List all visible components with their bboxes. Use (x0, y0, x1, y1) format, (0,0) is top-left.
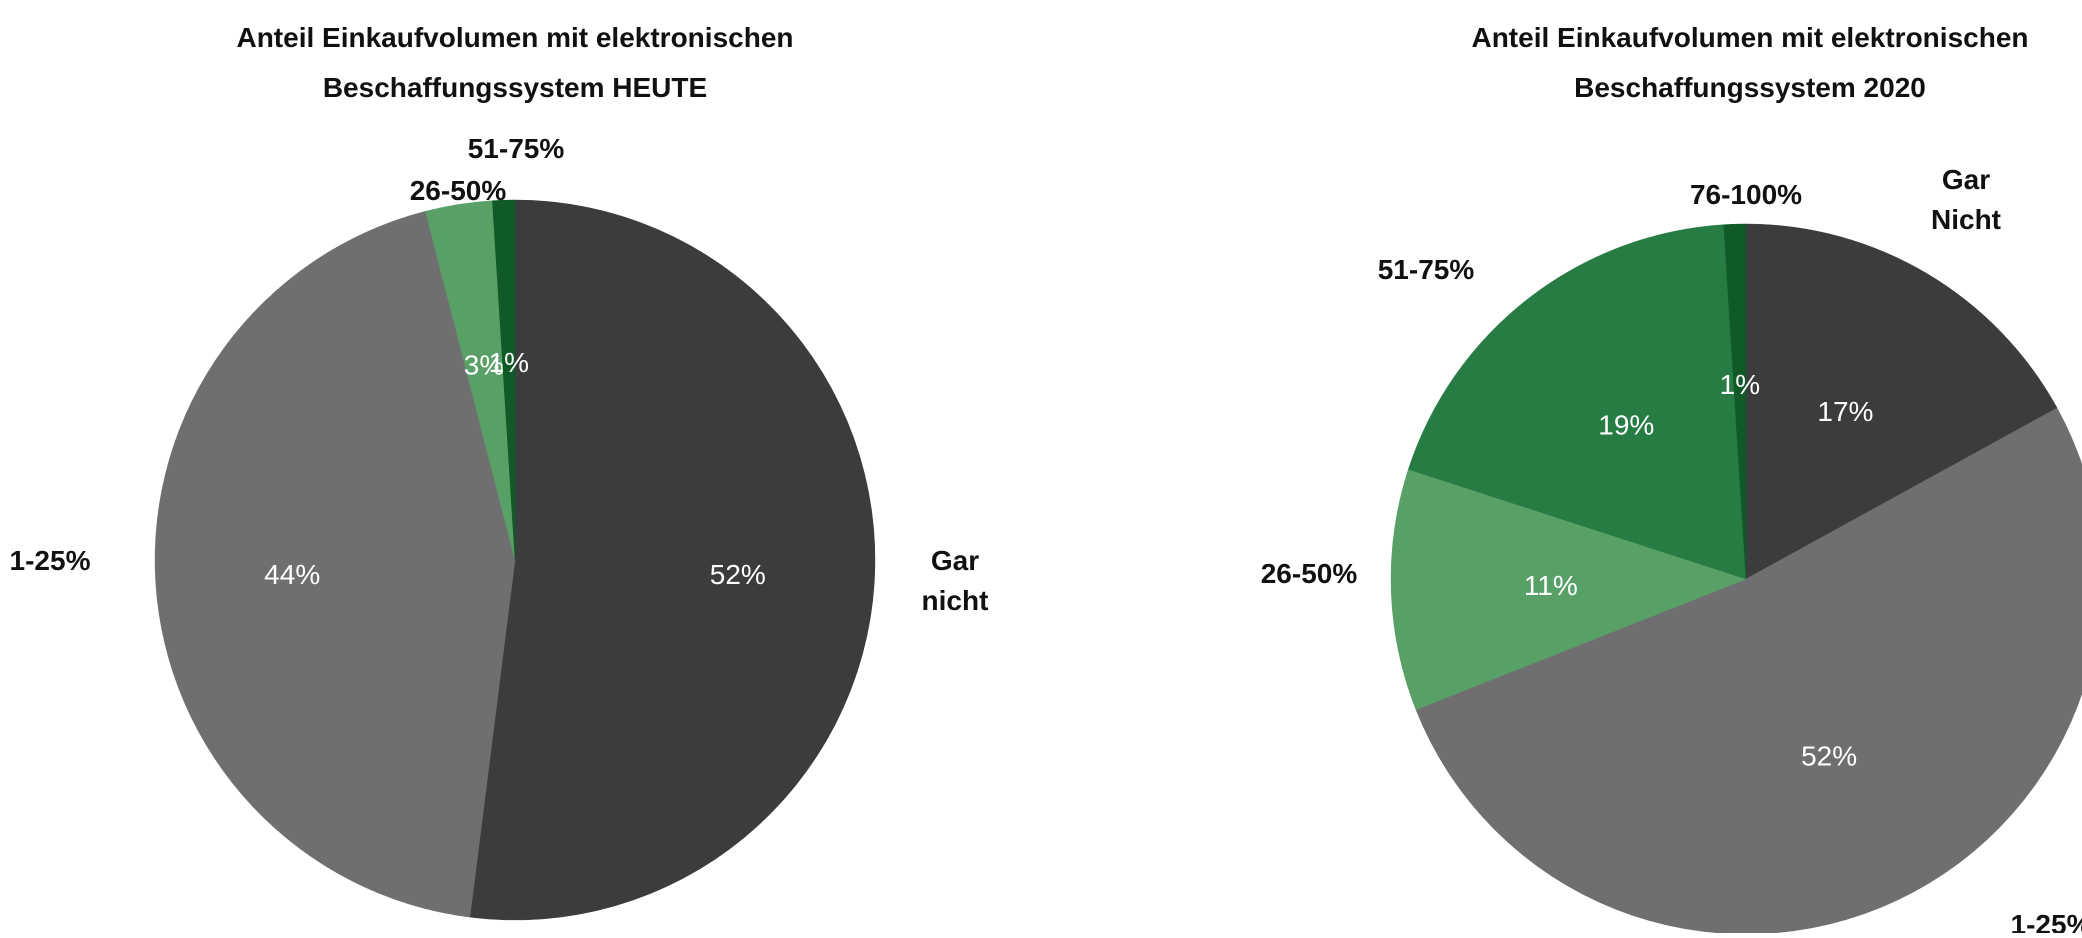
pie-value-label: 1% (489, 347, 529, 378)
pie-slice-1-25 (154, 211, 516, 918)
pie-value-label: 3% (464, 349, 504, 380)
pie-category-label: 76-100% (1690, 179, 1802, 210)
chart-today-title-line-2: Beschaffungssystem HEUTE (323, 72, 707, 103)
pie-value-label: 17% (1817, 396, 1873, 427)
pie-category-label: Gar (1942, 164, 1990, 195)
pie-slice-26-50 (1390, 468, 1747, 711)
pie-value-label: 1% (1720, 369, 1760, 400)
chart-today-title-line-1: Anteil Einkaufvolumen mit elektronischen (236, 22, 793, 53)
pie-value-label: 44% (264, 559, 320, 590)
pie-category-label: 1-25% (2011, 909, 2082, 933)
pie-slice-76-100 (1723, 223, 1747, 580)
pie-category-label: 26-50% (410, 175, 507, 206)
pie-slice-gar-nicht (1745, 223, 2058, 580)
pie-category-label: Nicht (1931, 204, 2001, 235)
pie-value-label: 11% (1524, 570, 1578, 601)
pie-slice-51-75 (492, 199, 516, 561)
chart-2020-pie: 17% Gar Nicht 52% 1-25% 11% 26-50% 19% 51-75% 1% 7… (1261, 164, 2082, 938)
pie-slice-1-25 (1415, 407, 2082, 935)
pie-value-label: 52% (710, 559, 766, 590)
chart-2020-title-line-1: Anteil Einkaufvolumen mit elektronischen (1471, 22, 2028, 53)
pie-value-label: 52% (1801, 741, 1857, 772)
chart-today: Anteil Einkaufvolumen mit elektronischen… (10, 22, 989, 921)
pie-category-label: 51-75% (468, 133, 565, 164)
chart-2020-title-line-2: Beschaffungssystem 2020 (1574, 72, 1926, 103)
pie-category-label: 26-50% (1261, 558, 1358, 589)
pie-category-label: 1-25% (10, 545, 91, 576)
pie-category-label: Gar (931, 545, 979, 576)
chart-today-pie: 52% Gar nicht 44% 1-25% 3% 26-50% 1% 51-75% (10, 133, 989, 921)
pie-category-label: 51-75% (1378, 254, 1475, 285)
pie-category-label: nicht (922, 585, 989, 616)
pie-value-label: 19% (1598, 410, 1654, 441)
chart-2020: Anteil Einkaufvolumen mit elektronischen… (1261, 22, 2082, 938)
pie-slice-51-75 (1408, 224, 1747, 580)
pie-slice-gar-nicht (469, 199, 876, 921)
